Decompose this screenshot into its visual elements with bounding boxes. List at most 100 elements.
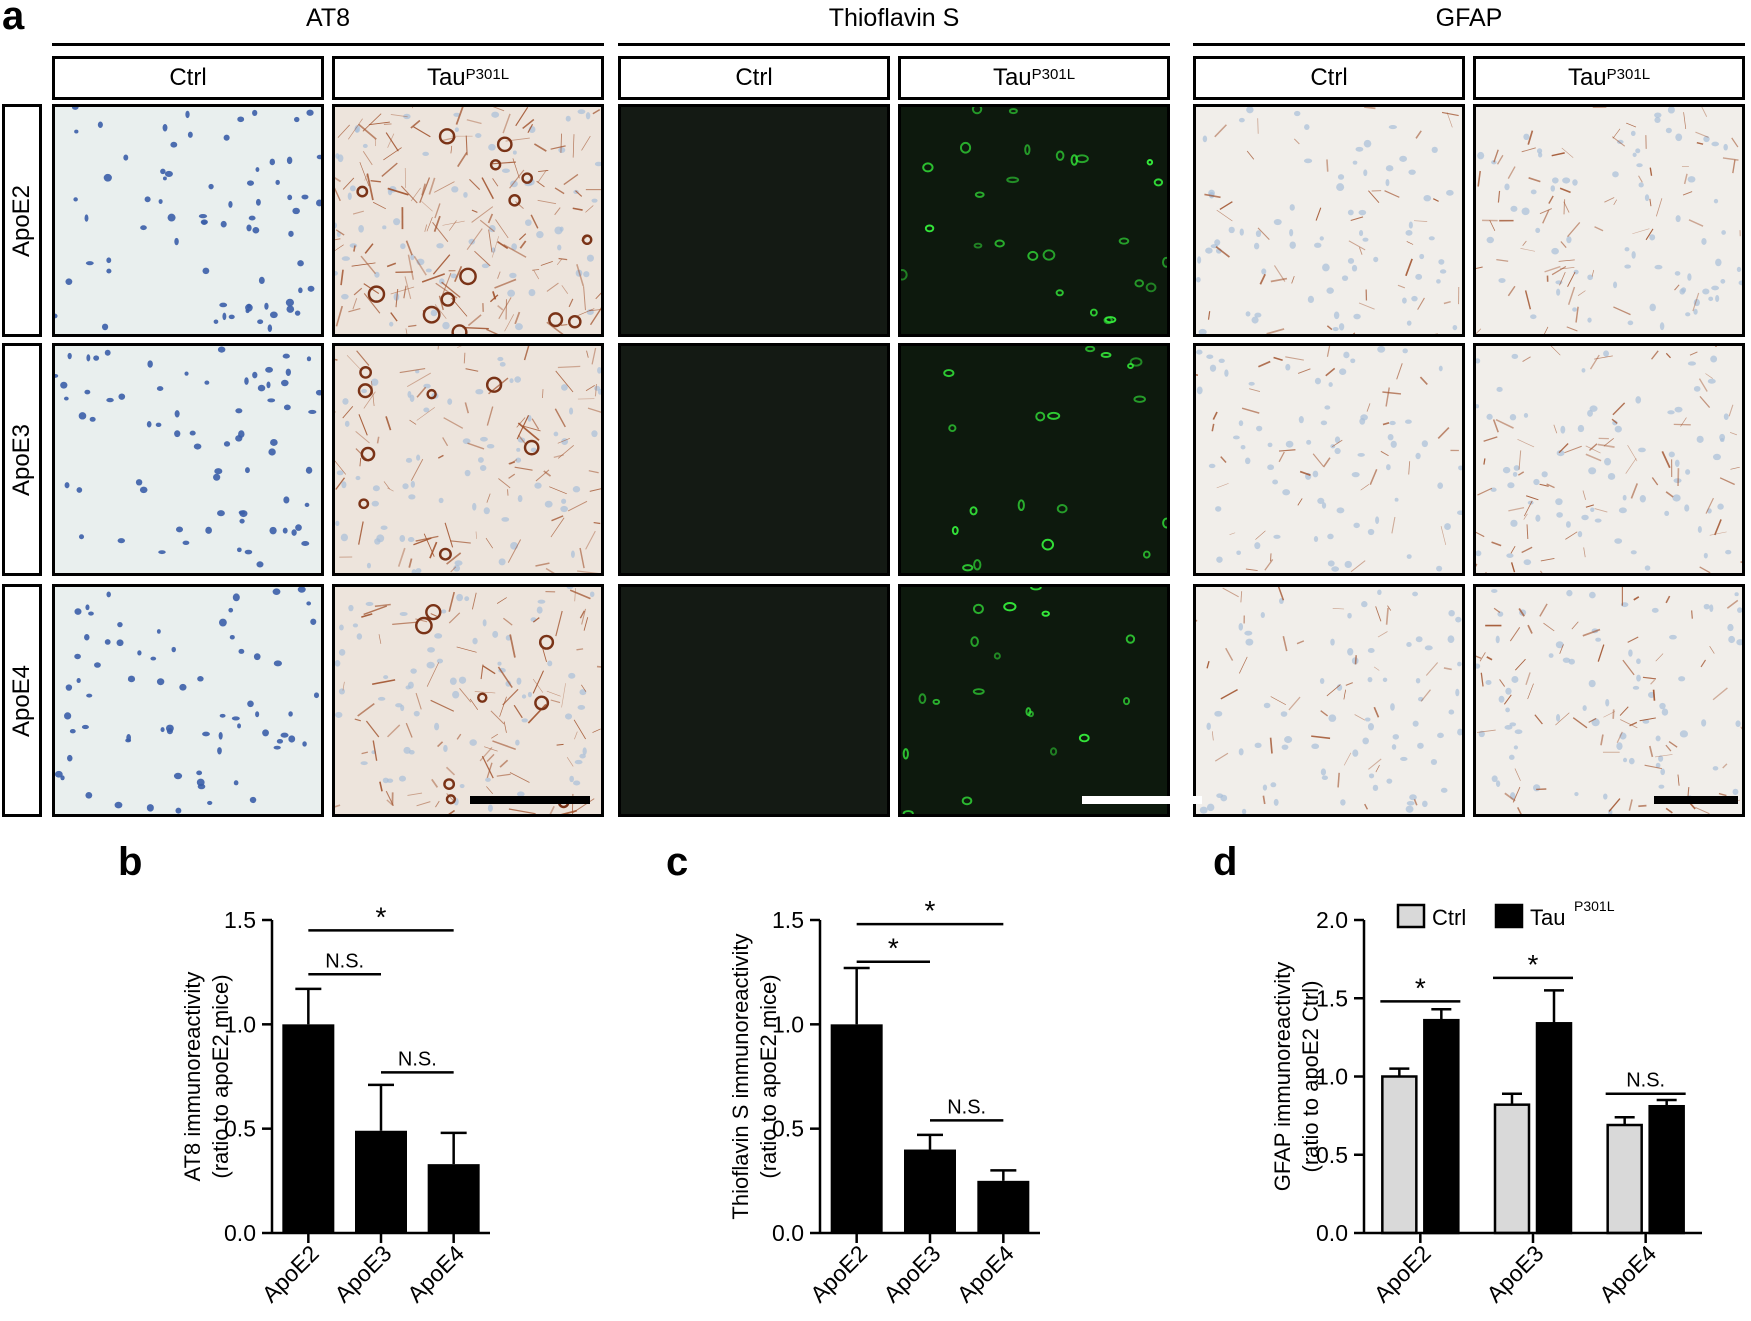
x-tick-label: ApoE2 <box>257 1240 324 1307</box>
micrograph-tile <box>52 343 324 576</box>
group-divider <box>1193 43 1745 46</box>
micrograph-tile <box>1193 584 1465 817</box>
group-title: GFAP <box>1435 4 1503 32</box>
micrograph-tile <box>1473 584 1745 817</box>
y-tick-label: 1.5 <box>1316 985 1348 1011</box>
column-header-superscript: P301L <box>1031 65 1076 83</box>
micrograph-tile <box>52 584 324 817</box>
x-tick-label: ApoE4 <box>1594 1240 1661 1307</box>
micrograph-tile <box>898 343 1170 576</box>
panel-label-c: c <box>666 840 689 884</box>
group-divider <box>618 43 1170 46</box>
y-tick-label: 1.0 <box>1316 1064 1348 1090</box>
y-tick-label: 2.0 <box>1316 907 1348 933</box>
x-tick-label: ApoE4 <box>402 1240 469 1307</box>
bar <box>904 1149 956 1233</box>
scale-bar <box>470 796 590 804</box>
bar <box>1493 1103 1531 1235</box>
significance-label: * <box>1415 972 1426 1003</box>
legend-label-tau: Tau <box>1530 905 1565 930</box>
row-label-box: ApoE3 <box>2 343 42 576</box>
micrograph-tile <box>1473 104 1745 337</box>
micrograph-tile <box>618 343 890 576</box>
micrograph-tile <box>1473 343 1745 576</box>
column-header-box: Tau P301L <box>332 56 604 100</box>
column-header-superscript: P301L <box>465 65 510 83</box>
y-tick-label: 0.5 <box>772 1116 804 1142</box>
micrograph-tile <box>52 104 324 337</box>
micrograph-tile <box>618 104 890 337</box>
bar <box>830 1024 883 1233</box>
micrograph-tile <box>898 584 1170 817</box>
significance-label: * <box>888 933 899 964</box>
x-tick-label: ApoE2 <box>805 1240 872 1307</box>
y-tick-label: 0.5 <box>224 1116 256 1142</box>
y-tick-label: 0.0 <box>772 1220 804 1246</box>
legend-label-ctrl: Ctrl <box>1432 905 1466 930</box>
row-label-box: ApoE4 <box>2 584 42 817</box>
panel-label-d: d <box>1213 840 1238 884</box>
bar <box>427 1164 480 1233</box>
y-tick-label: 1.5 <box>772 907 804 933</box>
y-axis-label: GFAP immunoreactivity <box>1270 962 1295 1191</box>
y-axis-label: (ratio to apoE2 Ctrl) <box>1298 981 1323 1173</box>
panel-label-a: a <box>2 0 25 38</box>
bar <box>282 1024 335 1233</box>
column-header-box: Tau P301L <box>898 56 1170 100</box>
significance-label: N.S. <box>947 1096 986 1118</box>
bar <box>1606 1123 1643 1235</box>
group-title: Thioflavin S <box>828 4 960 32</box>
x-tick-label: ApoE3 <box>329 1240 396 1307</box>
micrograph-tile <box>332 584 604 817</box>
group-title: AT8 <box>306 4 350 32</box>
column-header-box: Ctrl <box>618 56 890 100</box>
panel-label-b: b <box>118 840 143 884</box>
micrograph-tile <box>618 584 890 817</box>
column-header-box: Ctrl <box>52 56 324 100</box>
micrograph-tile <box>898 104 1170 337</box>
x-tick-label: ApoE3 <box>878 1240 945 1307</box>
y-tick-label: 1.0 <box>224 1011 256 1037</box>
y-tick-label: 0.5 <box>1316 1142 1348 1168</box>
column-header-label: Tau <box>992 64 1032 91</box>
y-tick-label: 1.5 <box>224 907 256 933</box>
scale-bar <box>1082 796 1202 804</box>
group-divider <box>52 43 604 46</box>
significance-label: N.S. <box>398 1048 437 1070</box>
y-axis-label: AT8 immunoreactivity <box>180 972 205 1182</box>
row-label-box: ApoE2 <box>2 104 42 337</box>
y-axis-label: (ratio to apoE2 mice) <box>208 974 233 1178</box>
scale-bar <box>1654 796 1738 804</box>
bar <box>1423 1018 1460 1235</box>
micrograph-tile <box>332 104 604 337</box>
bar <box>1381 1075 1418 1235</box>
micrograph-tile <box>1193 104 1465 337</box>
y-tick-label: 0.0 <box>1316 1220 1348 1246</box>
significance-label: N.S. <box>1626 1070 1665 1092</box>
bar <box>1648 1104 1685 1235</box>
significance-label: * <box>376 901 387 932</box>
y-tick-label: 1.0 <box>772 1011 804 1037</box>
y-axis-label: Thioflavin S immunoreactivity <box>728 933 753 1219</box>
legend-swatch-ctrl <box>1396 903 1426 929</box>
legend-label-tau-superscript: P301L <box>1574 898 1615 914</box>
x-tick-label: ApoE3 <box>1481 1240 1548 1307</box>
significance-label: * <box>925 895 936 926</box>
y-tick-label: 0.0 <box>224 1220 256 1246</box>
micrograph-tile <box>332 343 604 576</box>
column-header-label: Tau <box>1567 64 1607 91</box>
column-header-label: Ctrl <box>1310 64 1348 91</box>
significance-label: * <box>1528 949 1539 980</box>
column-header-box: Tau P301L <box>1473 56 1745 100</box>
significance-label: N.S. <box>325 950 364 972</box>
column-header-superscript: P301L <box>1606 65 1651 83</box>
column-header-label: Tau <box>426 64 466 91</box>
micrograph-tile <box>1193 343 1465 576</box>
legend-swatch-tau <box>1494 903 1524 929</box>
bar <box>1535 1022 1573 1235</box>
column-header-label: Ctrl <box>735 64 773 91</box>
y-axis-label: (ratio to apoE2 mice) <box>756 974 781 1178</box>
column-header-label: Ctrl <box>169 64 207 91</box>
bar <box>977 1180 1030 1233</box>
